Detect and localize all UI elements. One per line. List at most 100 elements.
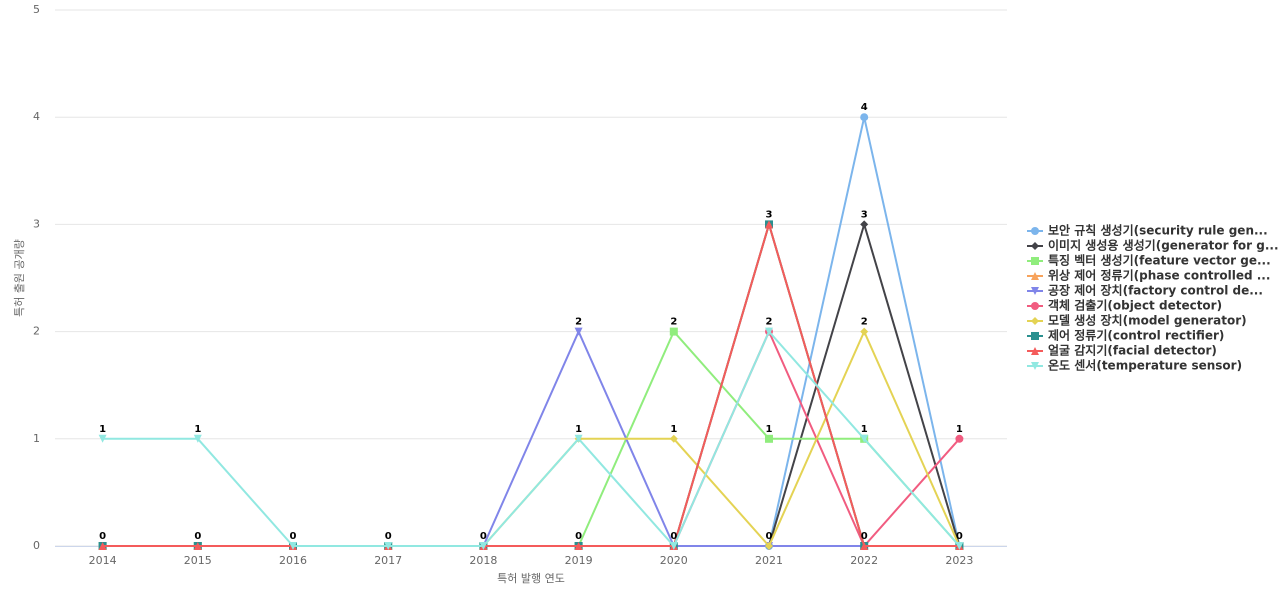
- point: [193, 542, 202, 550]
- legend-item[interactable]: 모델 생성 장치(model generator): [1027, 313, 1247, 328]
- x-tick-label: 2021: [755, 554, 783, 567]
- point: [955, 542, 964, 550]
- data-label: 4: [861, 102, 868, 113]
- x-tick-label: 2016: [279, 554, 307, 567]
- y-tick-label: 4: [33, 110, 40, 123]
- legend-label: 공장 제어 장치(factory control de...: [1048, 283, 1263, 298]
- y-tick-label: 0: [33, 539, 40, 552]
- point: [860, 434, 869, 443]
- point: [669, 327, 678, 336]
- point: [860, 220, 869, 229]
- legend-label: 특징 벡터 생성기(feature vector ge...: [1048, 253, 1271, 268]
- legend-label: 얼굴 감지기(facial detector): [1048, 343, 1217, 358]
- x-tick-label: 2020: [660, 554, 688, 567]
- data-label: 1: [194, 424, 201, 435]
- y-tick-label: 3: [33, 217, 40, 230]
- legend-label: 보안 규칙 생성기(security rule gen...: [1048, 223, 1268, 238]
- x-tick-label: 2017: [374, 554, 402, 567]
- x-tick-label: 2019: [565, 554, 593, 567]
- data-label: 1: [861, 424, 868, 435]
- data-label: 0: [956, 531, 963, 542]
- point: [479, 542, 488, 550]
- legend-marker: [1031, 347, 1039, 355]
- legend-marker: [1031, 317, 1039, 325]
- legend-label: 이미지 생성용 생성기(generator for g...: [1048, 238, 1279, 253]
- legend-marker: [1031, 242, 1039, 250]
- legend-marker: [1031, 362, 1039, 370]
- point: [98, 434, 107, 443]
- y-axis-title: 특허 출원 공개량: [13, 239, 26, 317]
- series-line: [102, 220, 960, 547]
- point: [955, 434, 964, 443]
- legend-label: 위상 제어 정류기(phase controlled ...: [1048, 268, 1270, 283]
- point: [765, 220, 773, 229]
- legend-item[interactable]: 보안 규칙 생성기(security rule gen...: [1027, 223, 1268, 238]
- data-label: 0: [99, 531, 106, 542]
- data-label: 0: [480, 531, 487, 542]
- data-label: 0: [290, 531, 297, 542]
- series: [98, 220, 964, 550]
- series: [98, 220, 964, 550]
- data-label: 1: [575, 424, 582, 435]
- data-label: 2: [575, 317, 582, 328]
- data-label: 1: [956, 424, 963, 435]
- y-tick-label: 5: [33, 3, 40, 16]
- series-line: [102, 220, 960, 547]
- point: [860, 113, 869, 122]
- legend-item[interactable]: 이미지 생성용 생성기(generator for g...: [1027, 238, 1279, 253]
- series-line: [102, 220, 960, 547]
- data-label: 1: [99, 424, 106, 435]
- series: [98, 327, 964, 550]
- point: [384, 542, 393, 550]
- legend-label: 모델 생성 장치(model generator): [1048, 313, 1247, 328]
- point: [289, 542, 297, 550]
- y-tick-label: 1: [33, 432, 40, 445]
- point: [765, 327, 773, 336]
- legend-label: 객체 검출기(object detector): [1048, 298, 1222, 313]
- x-axis-title: 특허 발행 연도: [497, 572, 565, 585]
- data-label: 0: [861, 531, 868, 542]
- data-label: 0: [766, 531, 773, 542]
- series-line: [102, 220, 961, 547]
- point: [860, 327, 869, 336]
- data-label: 2: [670, 317, 677, 328]
- data-label: 2: [861, 317, 868, 328]
- point: [574, 434, 583, 443]
- legend-item[interactable]: 특징 벡터 생성기(feature vector ge...: [1027, 253, 1271, 268]
- point: [669, 434, 678, 443]
- legend-label: 제어 정류기(control rectifier): [1048, 328, 1224, 343]
- series-line: [102, 329, 961, 548]
- series: [98, 220, 964, 550]
- data-label: 3: [861, 209, 868, 220]
- x-tick-label: 2015: [184, 554, 212, 567]
- data-label: 3: [766, 209, 773, 220]
- data-label: 2: [766, 317, 773, 328]
- point: [193, 434, 202, 443]
- x-tick-label: 2023: [945, 554, 973, 567]
- data-label: 1: [766, 424, 773, 435]
- y-tick-label: 2: [33, 325, 40, 338]
- data-label: 0: [575, 531, 582, 542]
- legend-marker: [1031, 227, 1039, 235]
- legend-item[interactable]: 공장 제어 장치(factory control de...: [1027, 283, 1263, 298]
- point: [574, 542, 583, 550]
- series: [98, 220, 964, 550]
- point: [765, 542, 773, 550]
- point: [860, 542, 869, 550]
- data-label: 0: [194, 531, 201, 542]
- legend-item[interactable]: 제어 정류기(control rectifier): [1027, 328, 1224, 343]
- legend-marker: [1031, 257, 1039, 265]
- point: [765, 434, 773, 443]
- legend-item[interactable]: 온도 센서(temperature sensor): [1027, 358, 1242, 373]
- legend-item[interactable]: 위상 제어 정류기(phase controlled ...: [1027, 268, 1270, 283]
- legend-marker: [1031, 332, 1039, 340]
- legend-marker: [1031, 302, 1039, 310]
- x-tick-label: 2022: [850, 554, 878, 567]
- legend-item[interactable]: 객체 검출기(object detector): [1027, 298, 1222, 313]
- x-tick-label: 2014: [89, 554, 117, 567]
- legend-label: 온도 센서(temperature sensor): [1048, 358, 1242, 373]
- x-tick-label: 2018: [469, 554, 497, 567]
- point: [669, 542, 678, 550]
- legend-item[interactable]: 얼굴 감지기(facial detector): [1027, 343, 1217, 358]
